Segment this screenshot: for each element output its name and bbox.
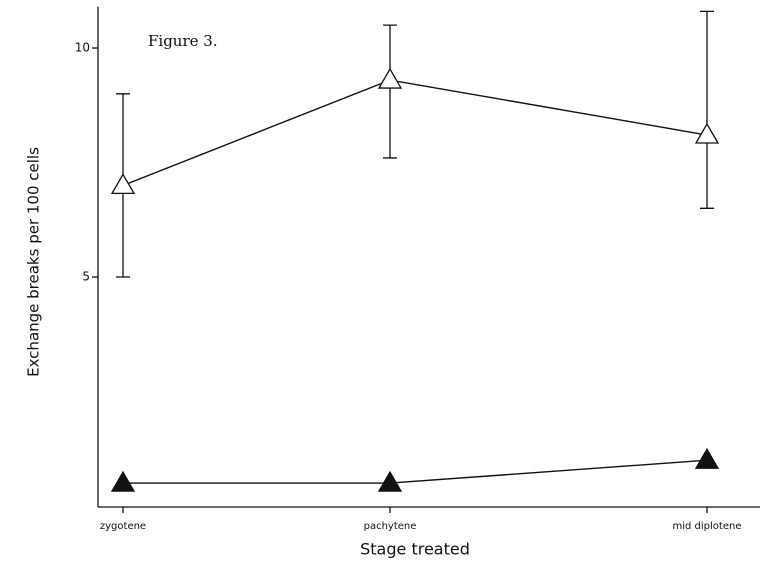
marker xyxy=(110,470,136,492)
series-line xyxy=(123,459,708,484)
x-tick-label: mid diplotene xyxy=(673,521,742,532)
x-tick-label: pachytene xyxy=(364,521,417,532)
y-tick-label: 5 xyxy=(82,270,90,284)
marker xyxy=(377,67,403,89)
y-axis-label: Exchange breaks per 100 cells xyxy=(25,147,43,377)
y-tick-label: 10 xyxy=(75,41,90,55)
marker xyxy=(694,122,720,144)
x-axis-label: Stage treated xyxy=(360,540,470,559)
series-line xyxy=(122,79,708,187)
marker xyxy=(377,470,403,492)
annotation: Figure 3. xyxy=(148,32,218,50)
error-bar xyxy=(383,24,397,159)
marker xyxy=(110,173,136,195)
marker xyxy=(694,447,720,469)
error-bar xyxy=(700,10,714,209)
x-tick-label: zygotene xyxy=(100,521,146,532)
